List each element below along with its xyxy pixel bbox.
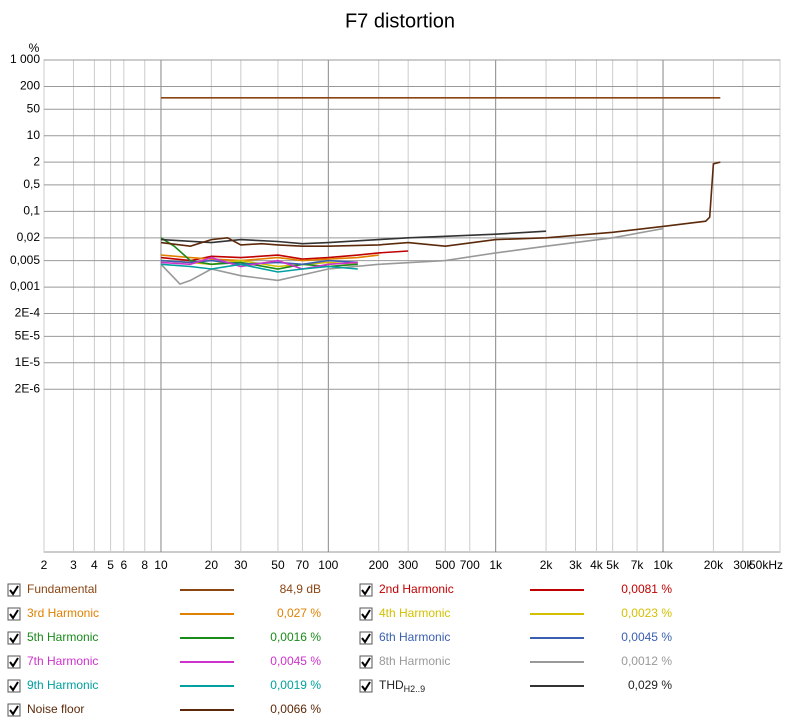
legend-reading: 0,0023 %	[621, 606, 672, 620]
checkmark	[9, 609, 19, 620]
y-tick-label: 0,02	[17, 230, 41, 244]
y-unit: %	[29, 41, 40, 55]
legend-name: 2nd Harmonic	[379, 582, 454, 596]
legend-name-text: THD	[379, 678, 404, 692]
x-tick-label: 20	[205, 558, 219, 572]
legend-name-text: 5th Harmonic	[27, 630, 98, 644]
x-tick-label: 300	[398, 558, 418, 572]
series-line	[160, 263, 358, 273]
checkmark	[361, 681, 371, 692]
legend-reading: 0,0019 %	[270, 678, 321, 692]
legend-name: 6th Harmonic	[379, 630, 450, 644]
series-line	[160, 254, 379, 262]
series-line	[160, 256, 358, 270]
legend-name: Fundamental	[27, 582, 97, 596]
x-tick-label: 2	[41, 558, 48, 572]
x-tick-label: 4k	[590, 558, 604, 572]
series-line	[160, 161, 721, 248]
x-tick-label: 5k	[606, 558, 620, 572]
x-tick-label: 50kHz	[749, 558, 783, 572]
x-tick-label: 100	[318, 558, 338, 572]
checkmark	[9, 585, 19, 596]
checkmark	[361, 657, 371, 668]
legend-reading: 0,0066 %	[270, 702, 321, 716]
y-tick-label: 2E-6	[15, 381, 41, 395]
legend-reading: 0,0016 %	[270, 630, 321, 644]
legend-name: 7th Harmonic	[27, 654, 98, 668]
legend-reading: 0,029 %	[628, 678, 672, 692]
legend-name: 5th Harmonic	[27, 630, 98, 644]
y-tick-label: 2E-4	[15, 306, 41, 320]
legend-name-text: 2nd Harmonic	[379, 582, 454, 596]
y-tick-label: 200	[20, 79, 40, 93]
legend-name: Noise floor	[27, 702, 84, 716]
legend-reading: 0,0012 %	[621, 654, 672, 668]
legend-name-text: Fundamental	[27, 582, 97, 596]
x-tick-label: 30k	[733, 558, 753, 572]
legend-name-text: 8th Harmonic	[379, 654, 450, 668]
x-tick-label: 200	[369, 558, 389, 572]
y-tick-label: 0,1	[23, 204, 40, 218]
x-tick-label: 1k	[489, 558, 503, 572]
y-tick-label: 0,001	[10, 279, 40, 293]
checkmark	[9, 657, 19, 668]
legend-reading: 0,0081 %	[621, 582, 672, 596]
legend-reading: 0,027 %	[277, 606, 321, 620]
y-tick-label: 10	[27, 128, 41, 142]
y-tick-label: 2	[33, 154, 40, 168]
checkmark	[361, 633, 371, 644]
x-tick-label: 3	[70, 558, 77, 572]
legend-name: 3rd Harmonic	[27, 606, 99, 620]
x-tick-label: 10k	[653, 558, 673, 572]
x-tick-label: 7k	[631, 558, 645, 572]
plot-area	[43, 59, 781, 553]
x-tick-label: 8	[141, 558, 148, 572]
x-tick-label: 20k	[704, 558, 724, 572]
x-tick-label: 6	[121, 558, 128, 572]
y-tick-label: 1 000	[10, 52, 40, 66]
legend-name-text: 9th Harmonic	[27, 678, 98, 692]
legend-name: 4th Harmonic	[379, 606, 450, 620]
legend-name-text: 6th Harmonic	[379, 630, 450, 644]
y-tick-label: 0,5	[23, 177, 40, 191]
y-tick-label: 50	[27, 101, 41, 115]
chart-title: F7 distortion	[345, 10, 455, 32]
legend-name: 9th Harmonic	[27, 678, 98, 692]
x-tick-label: 2k	[540, 558, 554, 572]
legend-name-text: 4th Harmonic	[379, 606, 450, 620]
checkmark	[9, 681, 19, 692]
legend-name-sub: H2..9	[404, 684, 426, 694]
legend-reading: 0,0045 %	[621, 630, 672, 644]
series-line	[160, 230, 547, 245]
checkmark	[361, 609, 371, 620]
legend-name-text: 3rd Harmonic	[27, 606, 99, 620]
checkmark	[361, 585, 371, 596]
legend-name-text: Noise floor	[27, 702, 84, 716]
x-tick-label: 4	[91, 558, 98, 572]
x-tick-label: 500	[435, 558, 455, 572]
x-tick-label: 700	[460, 558, 480, 572]
legend-name: 8th Harmonic	[379, 654, 450, 668]
legend-reading: 0,0045 %	[270, 654, 321, 668]
x-tick-label: 70	[296, 558, 310, 572]
y-tick-label: 0,005	[10, 253, 40, 267]
series-line	[160, 227, 664, 286]
checkmark	[9, 705, 19, 716]
checkmark	[9, 633, 19, 644]
y-tick-label: 1E-5	[15, 355, 41, 369]
x-tick-label: 30	[234, 558, 248, 572]
legend-name: THDH2..9	[379, 678, 425, 694]
legend-reading: 84,9 dB	[280, 582, 321, 596]
x-tick-label: 10	[154, 558, 168, 572]
y-tick-label: 5E-5	[15, 328, 41, 342]
x-tick-label: 3k	[569, 558, 583, 572]
x-tick-label: 50	[271, 558, 285, 572]
x-tick-label: 5	[107, 558, 114, 572]
legend-name-text: 7th Harmonic	[27, 654, 98, 668]
